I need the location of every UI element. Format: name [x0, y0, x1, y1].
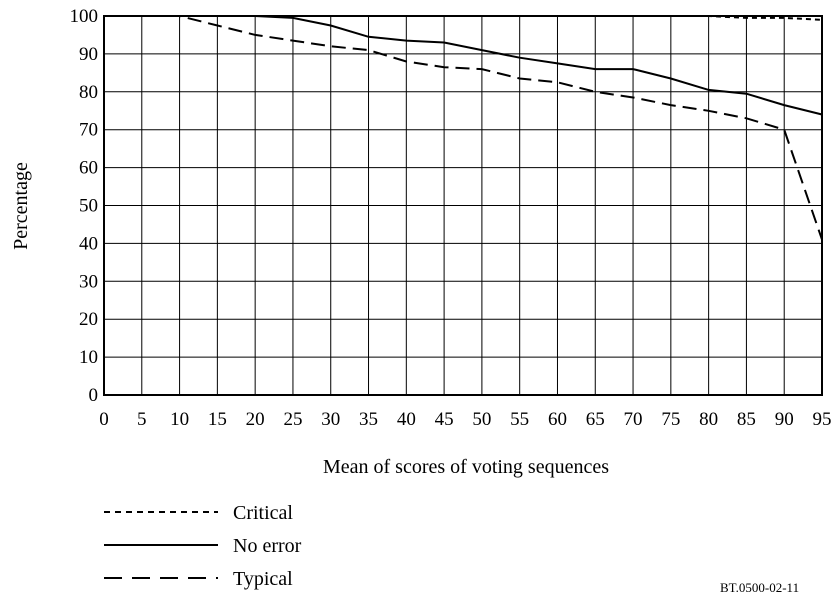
x-tick-label: 80	[699, 409, 718, 430]
x-tick-label: 45	[435, 409, 454, 430]
y-tick-label: 100	[70, 6, 99, 27]
x-tick-label: 30	[321, 409, 340, 430]
series-line-no-error	[104, 15, 823, 116]
y-tick-label: 50	[79, 196, 98, 217]
x-tick-label: 70	[624, 409, 643, 430]
x-tick-label: 5	[137, 409, 147, 430]
y-tick-label: 0	[89, 385, 99, 406]
x-tick-label: 75	[661, 409, 680, 430]
legend-label: Critical	[233, 502, 293, 524]
y-tick-label: 20	[79, 309, 98, 330]
y-tick-label: 70	[79, 120, 98, 141]
series-line-typical	[104, 15, 823, 240]
y-tick-label: 10	[79, 347, 98, 368]
y-tick-labels: 0 10 20 30 40 50 60 70 80 90 100	[70, 6, 99, 406]
x-tick-label: 50	[472, 409, 491, 430]
x-tick-label: 35	[359, 409, 378, 430]
y-axis-label: Percentage	[10, 162, 32, 250]
legend-label: No error	[233, 535, 302, 557]
x-tick-label: 20	[246, 409, 265, 430]
legend: Critical No error Typical	[104, 502, 302, 590]
y-tick-label: 80	[79, 82, 98, 103]
x-tick-labels: 0 5 10 15 20 25 30 35 40 45 50 55 60 65 70 75 80 85 90 95	[99, 409, 831, 430]
x-tick-label: 0	[99, 409, 109, 430]
series-lines	[104, 15, 823, 240]
grid	[103, 15, 823, 396]
x-tick-label: 60	[548, 409, 567, 430]
x-tick-label: 55	[510, 409, 529, 430]
x-tick-label: 10	[170, 409, 189, 430]
x-tick-label: 85	[737, 409, 756, 430]
x-tick-label: 95	[813, 409, 832, 430]
x-tick-label: 15	[208, 409, 227, 430]
x-tick-label: 25	[283, 409, 302, 430]
x-tick-label: 65	[586, 409, 605, 430]
legend-label: Typical	[233, 568, 293, 590]
y-tick-label: 90	[79, 44, 98, 65]
x-tick-label: 90	[775, 409, 794, 430]
y-tick-label: 40	[79, 233, 98, 254]
y-tick-label: 60	[79, 158, 98, 179]
y-tick-label: 30	[79, 271, 98, 292]
x-axis-label: Mean of scores of voting sequences	[323, 456, 609, 478]
x-tick-label: 40	[397, 409, 416, 430]
figure-reference: BT.0500-02-11	[720, 580, 799, 593]
plot-frame	[103, 15, 823, 396]
